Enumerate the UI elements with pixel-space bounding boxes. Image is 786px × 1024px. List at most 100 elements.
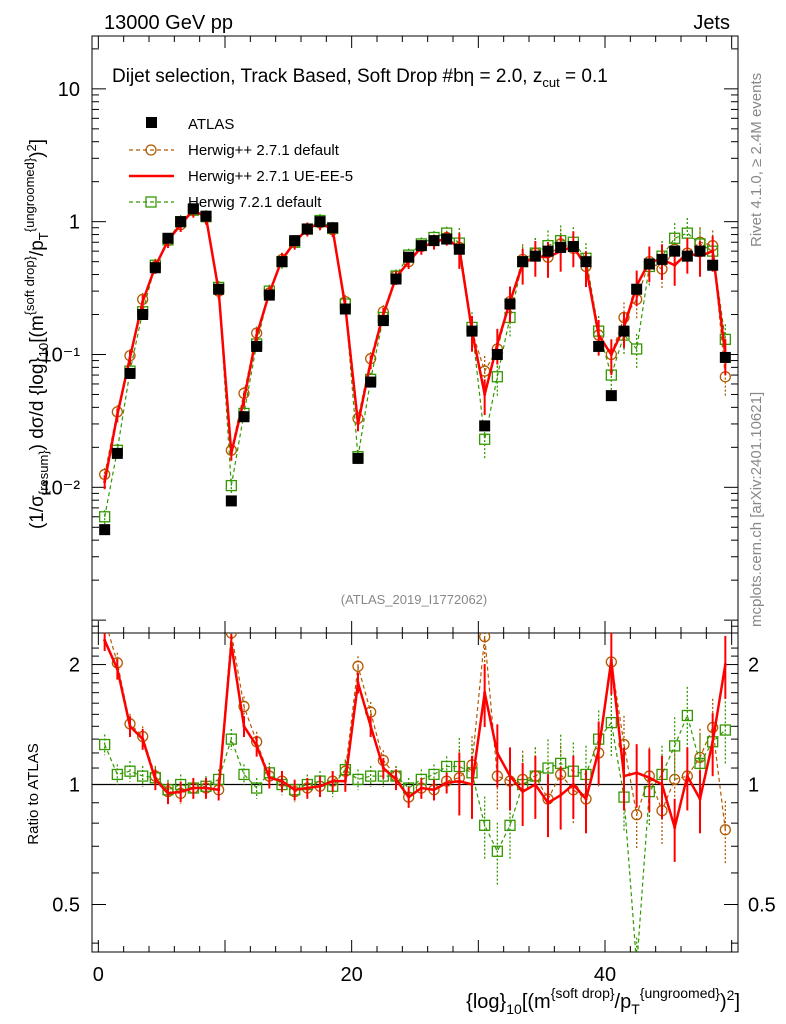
data-point-herwig-ue [559, 793, 563, 797]
data-point-atlas [276, 256, 288, 268]
data-point-herwig-ue [103, 480, 107, 484]
data-point-herwig-ue [318, 784, 322, 788]
legend-label-herwig-ue: Herwig++ 2.7.1 UE-EE-5 [188, 168, 353, 185]
data-point-herwig-ue [457, 779, 461, 783]
data-point-atlas [377, 315, 389, 327]
data-point-atlas [137, 309, 149, 321]
ratio-y-tick-label: 2 [69, 655, 80, 677]
data-point-atlas [441, 233, 453, 245]
data-point-herwig72 [99, 511, 111, 523]
data-point-herwig-ue [179, 790, 183, 794]
series-line-herwig-default [108, 633, 726, 830]
data-point-atlas [580, 256, 592, 268]
data-point-atlas [339, 303, 351, 315]
data-point-atlas [656, 253, 668, 265]
title-sub: cut [542, 75, 560, 90]
ratio-y-tick-label-right: 0.5 [748, 894, 776, 916]
data-point-herwig-ue [128, 355, 132, 359]
data-point-atlas [669, 245, 681, 257]
data-point-atlas [225, 495, 237, 507]
data-point-herwig72 [605, 716, 617, 729]
data-point-atlas [365, 376, 377, 388]
data-point-atlas [694, 245, 706, 257]
data-point-herwig72 [719, 724, 731, 736]
data-point-herwig-ue [673, 826, 677, 830]
data-point-herwig-ue [166, 791, 170, 795]
data-point-herwig-ue [571, 783, 575, 787]
legend-item-atlas: ATLAS [146, 116, 234, 133]
legend-label-herwig72: Herwig 7.2.1 default [188, 194, 322, 211]
data-point-herwig-ue [217, 788, 221, 792]
data-point-herwig-ue [660, 783, 664, 787]
data-point-herwig-ue [723, 663, 727, 667]
ratio-data-layer [99, 633, 731, 952]
data-point-herwig-ue [432, 788, 436, 792]
legend-label-atlas: ATLAS [188, 116, 234, 133]
data-point-herwig72 [491, 845, 503, 857]
data-point-herwig72 [542, 762, 554, 774]
data-point-herwig72 [681, 227, 693, 239]
main-data-layer [99, 203, 731, 536]
data-point-herwig-ue [495, 342, 499, 346]
data-point-atlas [681, 250, 693, 262]
data-point-herwig-ue [356, 681, 360, 685]
header-right: Jets [693, 12, 730, 34]
data-point-herwig-ue [419, 786, 423, 790]
data-point-atlas [453, 243, 465, 255]
ratio-y-tick-label-right: 1 [748, 775, 759, 797]
data-point-herwig-ue [242, 724, 246, 728]
data-point-atlas [238, 411, 250, 423]
ratio-plot-frame [91, 632, 739, 953]
data-point-atlas [415, 240, 427, 252]
data-point-atlas [529, 250, 541, 262]
data-point-herwig-ue [369, 724, 373, 728]
data-point-herwig72 [352, 773, 364, 786]
data-point-herwig-ue [141, 737, 145, 741]
series-line-herwig72 [104, 713, 726, 952]
data-point-herwig-ue [711, 249, 715, 253]
data-point-herwig-default [631, 809, 643, 821]
data-point-atlas [605, 390, 617, 402]
legend-marker-herwig72 [145, 196, 157, 208]
data-point-atlas [213, 283, 225, 295]
data-point-herwig72 [479, 433, 491, 445]
data-point-atlas [187, 203, 199, 215]
data-point-herwig-ue [470, 783, 474, 787]
ratio-y-tick-label: 0.5 [52, 894, 80, 916]
data-point-herwig72 [504, 819, 516, 831]
data-point-herwig72 [631, 343, 643, 355]
data-point-atlas [504, 298, 516, 310]
data-point-herwig-ue [407, 795, 411, 799]
data-point-herwig-ue [521, 790, 525, 794]
data-point-herwig-ue [229, 451, 233, 455]
data-point-herwig72 [681, 709, 693, 722]
data-point-atlas [111, 447, 123, 459]
data-point-herwig-ue [508, 774, 512, 778]
data-point-herwig72 [124, 765, 136, 777]
data-point-herwig-ue [280, 779, 284, 783]
data-point-herwig72 [111, 768, 123, 781]
main-y-tick-label: 1 [69, 212, 80, 234]
main-y-tick-label: 10⁻¹ [41, 344, 81, 366]
data-point-herwig72 [491, 371, 503, 383]
data-point-atlas [479, 420, 491, 432]
data-point-herwig-default [238, 700, 250, 713]
data-point-atlas [149, 262, 161, 274]
data-point-herwig72 [479, 819, 491, 831]
data-point-herwig-ue [546, 801, 550, 805]
data-point-herwig-ue [115, 667, 119, 671]
data-point-herwig72 [225, 733, 237, 745]
data-point-herwig-default [352, 660, 364, 672]
x-axis-label: {log}10[(m{soft drop}/pT{ungroomed})2] [466, 985, 740, 1017]
data-point-atlas [707, 259, 719, 271]
data-point-herwig-ue [698, 797, 702, 801]
data-point-herwig-ue [483, 691, 487, 695]
data-point-herwig-ue [609, 658, 613, 662]
data-point-herwig-ue [293, 788, 297, 792]
data-point-atlas [99, 524, 111, 536]
data-point-atlas [327, 222, 339, 234]
x-tick-label: 20 [341, 964, 363, 986]
data-point-herwig-ue [103, 638, 107, 642]
header-left: 13000 GeV pp [104, 12, 233, 34]
data-point-atlas [567, 241, 579, 253]
